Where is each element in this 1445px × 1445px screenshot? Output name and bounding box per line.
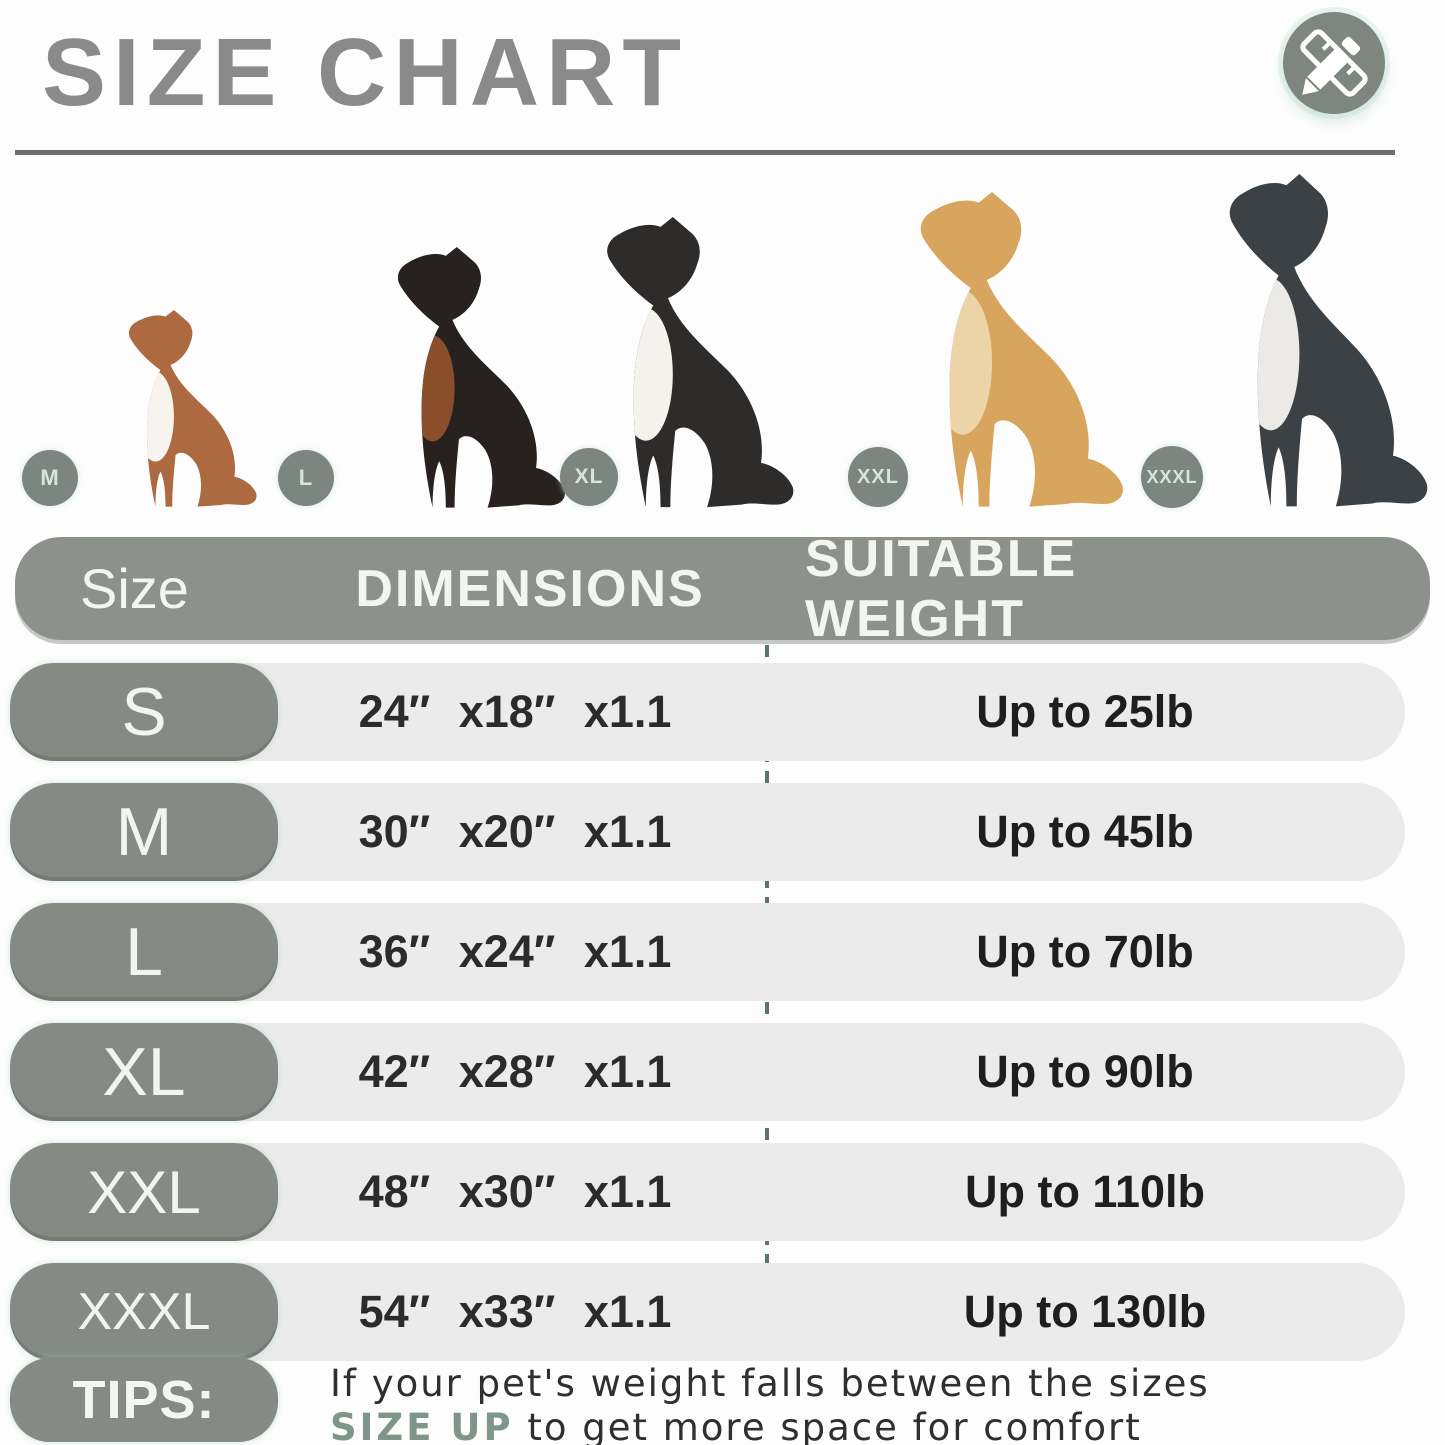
dog-photo-xxl bbox=[1185, 174, 1445, 512]
weight-value: Up to 90lb bbox=[976, 1046, 1194, 1097]
size-dot-label: XXXL bbox=[1146, 466, 1198, 487]
size-dot-label: M bbox=[40, 465, 60, 490]
dimensions-value: 54″ x33″ x1.1 bbox=[358, 1286, 672, 1337]
dog-photo-medium bbox=[360, 247, 580, 512]
table-row-xxxl: XXXL 54″ x33″ x1.1 Up to 130lb bbox=[0, 1263, 1445, 1361]
weight-value: Up to 110lb bbox=[964, 1166, 1206, 1217]
weight-value: Up to 25lb bbox=[976, 686, 1194, 737]
size-dot-xl: XL bbox=[560, 448, 618, 506]
table-header: Size DIMENSIONS SUITABLE WEIGHT bbox=[15, 529, 1430, 648]
size-dot-label: XXL bbox=[857, 465, 899, 488]
ruler-pencil-icon bbox=[1283, 12, 1385, 114]
size-pill: L bbox=[10, 903, 278, 1001]
size-dot-xxxl: XXXL bbox=[1141, 446, 1203, 508]
dog-photo-xl bbox=[875, 192, 1141, 512]
size-pill: S bbox=[10, 663, 278, 761]
size-dot-label: L bbox=[298, 465, 314, 490]
table-row-l: L 36″ x24″ x1.1 Up to 70lb bbox=[0, 903, 1445, 1001]
tips-line2: to get more space for comfort bbox=[513, 1406, 1142, 1445]
size-dot-label: XL bbox=[574, 465, 604, 488]
table-row-m: M 30″ x20″ x1.1 Up to 45lb bbox=[0, 783, 1445, 881]
tips-line1: If your pet's weight falls between the s… bbox=[330, 1362, 1210, 1405]
dog-photo-large bbox=[565, 217, 810, 512]
dimensions-value: 30″ x20″ x1.1 bbox=[358, 806, 672, 857]
column-header-size: Size bbox=[80, 557, 189, 620]
size-label: XXL bbox=[87, 1158, 201, 1226]
weight-value: Up to 45lb bbox=[976, 806, 1194, 857]
dashed-column-divider bbox=[765, 645, 769, 1360]
tips-text: If your pet's weight falls between the s… bbox=[330, 1362, 1440, 1445]
table-row-s: S 24″ x18″ x1.1 Up to 25lb bbox=[0, 663, 1445, 761]
column-header-weight: SUITABLE WEIGHT bbox=[805, 529, 1078, 648]
weight-value: Up to 70lb bbox=[976, 926, 1194, 977]
size-pill: M bbox=[10, 783, 278, 881]
table-row-xxl: XXL 48″ x30″ x1.1 Up to 110lb bbox=[0, 1143, 1445, 1241]
dog-photo-small bbox=[100, 310, 268, 510]
dimensions-value: 36″ x24″ x1.1 bbox=[358, 926, 672, 977]
size-dot-l: L bbox=[278, 450, 334, 506]
tips-highlight: SIZE UP bbox=[330, 1406, 514, 1445]
dimensions-value: 48″ x30″ x1.1 bbox=[358, 1166, 672, 1217]
table-row-xl: XL 42″ x28″ x1.1 Up to 90lb bbox=[0, 1023, 1445, 1121]
tips-pill: TIPS: bbox=[10, 1358, 278, 1442]
size-label: XXXL bbox=[77, 1283, 211, 1341]
size-label: XL bbox=[102, 1034, 186, 1110]
size-dot-xxl: XXL bbox=[848, 447, 908, 507]
weight-value: Up to 130lb bbox=[963, 1286, 1207, 1337]
size-pill: XXXL bbox=[10, 1263, 278, 1361]
dimensions-value: 42″ x28″ x1.1 bbox=[358, 1046, 672, 1097]
dimensions-value: 24″ x18″ x1.1 bbox=[358, 686, 672, 737]
tips-label: TIPS: bbox=[72, 1370, 216, 1430]
page-title: SIZE CHART bbox=[42, 19, 688, 126]
title-underline bbox=[15, 150, 1395, 155]
size-label: M bbox=[115, 794, 173, 870]
size-label: L bbox=[125, 914, 163, 990]
column-header-dimensions: DIMENSIONS bbox=[355, 559, 705, 618]
size-pill: XL bbox=[10, 1023, 278, 1121]
size-label: S bbox=[121, 674, 167, 750]
ruler-pencil-glyph bbox=[1300, 29, 1368, 97]
size-dot-m: M bbox=[22, 450, 78, 506]
size-pill: XXL bbox=[10, 1143, 278, 1241]
